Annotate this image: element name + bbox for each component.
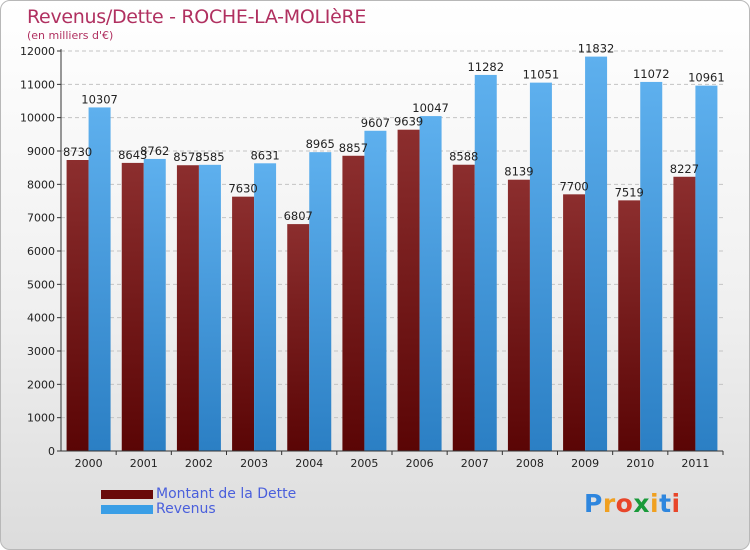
- legend-swatch-revenus: [101, 505, 153, 514]
- data-label-dette: 8227: [670, 162, 699, 176]
- data-label-dette: 8139: [504, 165, 533, 179]
- bar-revenus: [695, 85, 718, 451]
- logo-letter: r: [602, 489, 616, 518]
- y-tick-label: 9000: [27, 145, 55, 158]
- x-tick-label: 2005: [350, 457, 378, 470]
- bar-revenus: [585, 56, 608, 451]
- bar-revenus: [88, 107, 111, 451]
- legend-label-revenus: Revenus: [156, 501, 216, 517]
- y-tick-label: 10000: [20, 112, 55, 125]
- y-tick-label: 1000: [27, 412, 55, 425]
- data-label-revenus: 8965: [306, 137, 335, 151]
- data-label-revenus: 10047: [412, 101, 449, 115]
- y-tick-label: 11000: [20, 78, 55, 91]
- y-tick-label: 7000: [27, 212, 55, 225]
- bar-revenus: [640, 81, 663, 451]
- legend-label-dette: Montant de la Dette: [156, 486, 297, 502]
- data-label-dette: 7519: [615, 185, 644, 199]
- data-label-revenus: 9607: [361, 116, 390, 130]
- bar-dette: [176, 165, 199, 451]
- data-label-dette: 8573: [173, 150, 202, 164]
- bar-dette: [452, 164, 475, 451]
- x-tick-label: 2009: [571, 457, 599, 470]
- bar-revenus: [529, 82, 552, 451]
- bar-dette: [66, 160, 89, 451]
- bar-revenus: [474, 74, 497, 451]
- data-label-revenus: 8585: [195, 150, 224, 164]
- data-label-dette: 8588: [449, 150, 478, 164]
- legend-swatch-dette: [101, 490, 153, 499]
- y-tick-label: 4000: [27, 312, 55, 325]
- chart-subtitle: (en milliers d'€): [27, 29, 114, 42]
- y-tick-label: 0: [48, 445, 55, 458]
- x-tick-label: 2000: [75, 457, 103, 470]
- data-label-dette: 8643: [118, 148, 147, 162]
- x-tick-label: 2002: [185, 457, 213, 470]
- bar-dette: [342, 155, 365, 451]
- data-label-revenus: 11051: [523, 68, 560, 82]
- bar-dette: [618, 200, 641, 451]
- bar-dette: [673, 176, 696, 451]
- data-label-revenus: 11832: [578, 42, 615, 56]
- bar-revenus: [198, 164, 221, 452]
- x-tick-label: 2010: [626, 457, 654, 470]
- proxiti-logo: Proxiti: [584, 489, 681, 518]
- y-tick-label: 2000: [27, 378, 55, 391]
- bar-dette: [563, 194, 586, 452]
- bar-revenus: [309, 152, 332, 451]
- logo-letter: i: [650, 489, 660, 518]
- logo-letter: P: [584, 489, 603, 518]
- y-tick-label: 3000: [27, 345, 55, 358]
- x-tick-label: 2004: [295, 457, 323, 470]
- x-tick-label: 2006: [406, 457, 434, 470]
- data-label-revenus: 10307: [81, 92, 118, 106]
- logo-letter: i: [671, 489, 681, 518]
- data-label-revenus: 10961: [688, 71, 725, 85]
- bar-dette: [121, 162, 144, 451]
- data-label-revenus: 8631: [250, 148, 279, 162]
- x-tick-label: 2007: [461, 457, 489, 470]
- chart-title: Revenus/Dette - ROCHE-LA-MOLIèRE: [27, 6, 367, 28]
- y-tick-label: 6000: [27, 245, 55, 258]
- bar-dette: [232, 196, 255, 451]
- bar-revenus: [254, 163, 277, 452]
- x-tick-label: 2003: [240, 457, 268, 470]
- logo-letter: x: [633, 489, 650, 518]
- data-label-dette: 8857: [339, 141, 368, 155]
- data-label-dette: 6807: [284, 209, 313, 223]
- bar-revenus: [143, 158, 166, 451]
- x-tick-label: 2008: [516, 457, 544, 470]
- logo-letter: o: [615, 489, 634, 518]
- bar-dette: [507, 179, 530, 451]
- bar-revenus: [419, 116, 442, 451]
- y-tick-label: 12000: [20, 45, 55, 58]
- bar-dette: [287, 224, 310, 451]
- data-label-revenus: 11072: [633, 67, 670, 81]
- data-label-dette: 8730: [63, 145, 92, 159]
- logo-letter: t: [659, 489, 672, 518]
- data-label-dette: 9639: [394, 115, 423, 129]
- data-label-revenus: 8762: [140, 144, 169, 158]
- x-tick-label: 2001: [130, 457, 158, 470]
- bar-revenus: [364, 130, 387, 451]
- x-tick-label: 2011: [681, 457, 709, 470]
- data-label-revenus: 11282: [467, 60, 504, 74]
- data-label-dette: 7700: [559, 179, 588, 193]
- y-tick-label: 8000: [27, 178, 55, 191]
- data-label-dette: 7630: [228, 182, 257, 196]
- bar-dette: [397, 129, 420, 451]
- y-tick-label: 5000: [27, 278, 55, 291]
